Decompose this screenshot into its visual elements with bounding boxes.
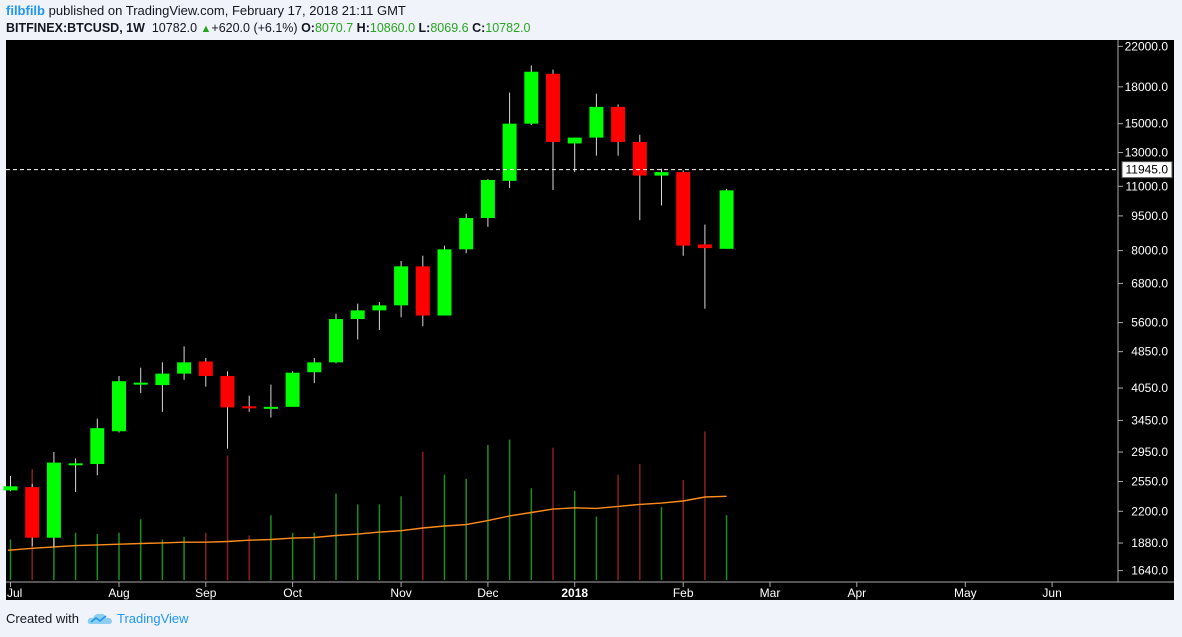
candle-body-down	[25, 487, 40, 538]
candle-body-down	[220, 375, 235, 408]
candle-body-up	[68, 463, 83, 466]
open-label: O:	[301, 21, 315, 35]
low-value: 8069.6	[430, 21, 469, 35]
y-tick-label: 5600.0	[1131, 316, 1168, 330]
candle-body-up	[46, 462, 61, 538]
y-tick-label: 4050.0	[1131, 381, 1168, 395]
candle-body-down	[697, 244, 712, 249]
volume-moving-average	[7, 495, 727, 551]
candle-body-up	[394, 266, 409, 306]
candle-body-down	[415, 266, 430, 316]
candle-body-up	[307, 362, 322, 373]
price-line-label: 11945.0	[1126, 163, 1169, 177]
x-tick-label: Nov	[390, 586, 411, 600]
x-tick-label: Jul	[7, 586, 22, 600]
x-tick-label: Jun	[1042, 586, 1061, 600]
x-tick-label: Dec	[477, 586, 498, 600]
candle-body-up	[589, 106, 604, 138]
y-tick-label: 1880.0	[1131, 536, 1168, 550]
candlesticks	[3, 65, 734, 548]
volume-bars	[9, 431, 728, 580]
y-tick-label: 8000.0	[1131, 244, 1168, 258]
candle-body-up	[177, 362, 192, 374]
candle-body-up	[90, 428, 105, 465]
candle-body-up	[112, 381, 126, 432]
candle-body-up	[502, 123, 517, 181]
candle-body-up	[263, 406, 278, 409]
y-tick-label: 2950.0	[1131, 445, 1168, 459]
price-change: +620.0 (+6.1%)	[211, 21, 298, 35]
candle-body-down	[546, 73, 560, 142]
publish-info: filbfilb published on TradingView.com, F…	[6, 3, 406, 18]
y-tick-label: 22000.0	[1125, 39, 1169, 53]
candle-body-up	[480, 179, 495, 219]
tradingview-logo-icon[interactable]	[87, 612, 113, 626]
candle-body-up	[133, 382, 148, 385]
x-tick-label: Mar	[760, 586, 781, 600]
last-price: 10782.0	[151, 21, 198, 35]
high-label: H:	[356, 21, 370, 35]
candle-body-up	[719, 190, 734, 249]
y-tick-label: 15000.0	[1125, 117, 1169, 131]
volume-ma-line	[7, 495, 727, 551]
low-label: L:	[418, 21, 431, 35]
candle-body-up	[459, 218, 474, 250]
x-tick-label: 2018	[561, 586, 588, 600]
y-tick-label: 11000.0	[1126, 179, 1169, 193]
y-tick-label: 6800.0	[1131, 276, 1168, 290]
x-tick-label: Apr	[847, 586, 866, 600]
candle-body-down	[611, 106, 626, 142]
y-tick-label: 2200.0	[1131, 504, 1168, 518]
high-value: 10860.0	[369, 21, 416, 35]
author-link[interactable]: filbfilb	[6, 3, 45, 18]
y-tick-label: 13000.0	[1125, 146, 1169, 160]
y-tick-label: 18000.0	[1125, 80, 1169, 94]
time-axis: Jul Aug Sep Oct Nov Dec 2018 Feb Mar Apr May Jun	[7, 582, 1062, 600]
y-tick-label: 3450.0	[1131, 413, 1168, 427]
candle-body-up	[567, 137, 582, 144]
x-tick-label: Aug	[108, 586, 129, 600]
triangle-up-icon: ▲	[200, 23, 212, 35]
y-tick-label: 4850.0	[1131, 345, 1168, 359]
x-tick-label: Oct	[283, 586, 302, 600]
y-tick-label: 1640.0	[1131, 564, 1168, 578]
published-text: published on TradingView.com, February 1…	[48, 3, 406, 18]
candle-body-down	[198, 361, 213, 376]
footer: Created with TradingView	[6, 611, 189, 626]
x-tick-label: May	[954, 586, 977, 600]
symbol-label: BITFINEX:BTCUSD, 1W	[6, 21, 145, 35]
candle-body-up	[372, 305, 387, 311]
candle-body-down	[242, 406, 257, 409]
candle-body-up	[524, 71, 539, 124]
x-tick-label: Feb	[673, 586, 694, 600]
symbol-info: BITFINEX:BTCUSD, 1W 10782.0 ▲+620.0 (+6.…	[6, 21, 530, 35]
close-value: 10782.0	[485, 21, 531, 35]
candle-body-up	[3, 486, 18, 491]
close-label: C:	[472, 21, 486, 35]
tradingview-link[interactable]: TradingView	[116, 611, 189, 626]
y-tick-label: 2550.0	[1131, 474, 1168, 488]
open-value: 8070.7	[314, 21, 354, 35]
candle-body-up	[329, 319, 343, 363]
candle-body-down	[676, 172, 691, 246]
candle-body-up	[437, 249, 452, 316]
candle-body-up	[654, 172, 669, 176]
x-tick-label: Sep	[195, 586, 217, 600]
candle-body-up	[155, 373, 170, 386]
y-tick-label: 9500.0	[1131, 209, 1168, 223]
price-line-label-box	[1121, 161, 1173, 179]
created-with-text: Created with	[6, 611, 79, 626]
price-axis: 22000.0 18000.0 15000.0 13000.0 11000.0 9500.…	[1118, 39, 1173, 578]
candle-body-up	[285, 372, 300, 407]
candle-body-up	[350, 310, 365, 320]
candle-body-down	[632, 141, 647, 176]
